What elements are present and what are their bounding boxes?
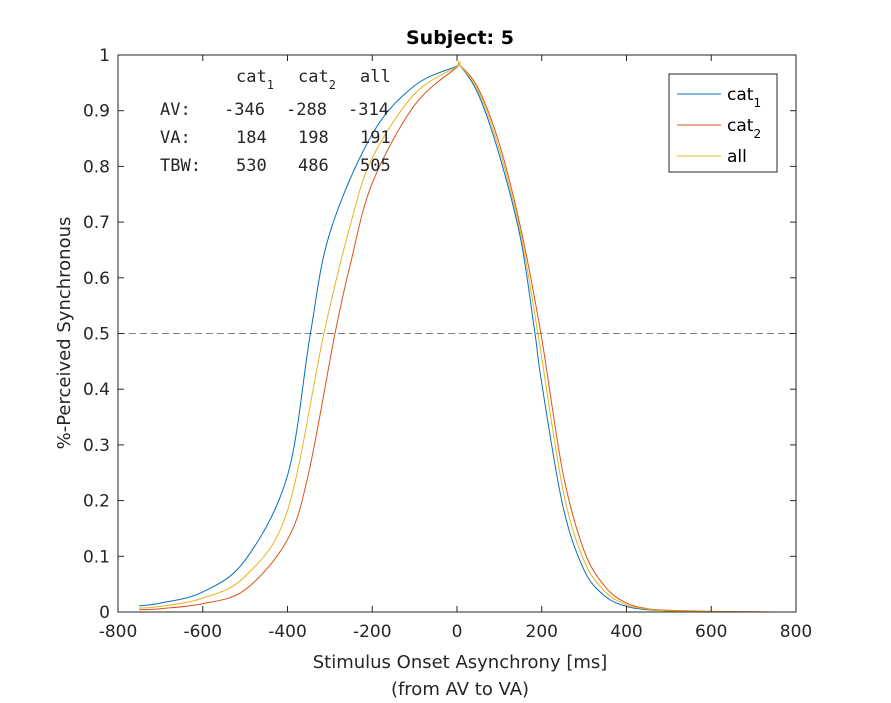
- legend-label-all: all: [727, 147, 747, 167]
- annotation-value: -314: [348, 100, 389, 120]
- y-tick-label: 0: [99, 603, 110, 623]
- annotation-header-cat1: cat1: [236, 67, 274, 92]
- x-tick-label: 400: [610, 622, 642, 642]
- annotation-row-label: VA:: [160, 128, 191, 148]
- y-tick-label: 0.6: [83, 269, 110, 289]
- annotation-value: 191: [360, 128, 391, 148]
- annotation-row-label: AV:: [160, 100, 191, 120]
- legend-label-cat2: cat2: [727, 116, 761, 141]
- legend-box: [668, 73, 778, 173]
- annotation-value: 184: [236, 128, 267, 148]
- y-tick-label: 0.3: [83, 436, 110, 456]
- annotation-value: 486: [298, 156, 329, 176]
- y-tick-label: 1: [99, 46, 110, 66]
- legend-label-cat1: cat1: [727, 85, 761, 110]
- annotation-row-label: TBW:: [160, 156, 201, 176]
- series-line-all: [139, 61, 775, 613]
- y-tick-label: 0.9: [83, 102, 110, 122]
- y-tick-label: 0.4: [83, 380, 110, 400]
- y-tick-label: 0.1: [83, 547, 110, 567]
- annotation-value: 198: [298, 128, 329, 148]
- x-tick-label: -600: [183, 622, 222, 642]
- annotation-value: 530: [236, 156, 267, 176]
- y-tick-label: 0.5: [83, 325, 110, 345]
- annotation-value: -288: [286, 100, 327, 120]
- chart-title: Subject: 5: [406, 27, 514, 49]
- annotation-table: cat1 cat2 all AV: -346 -288 -314 VA: 184 198 191 TB…: [160, 67, 391, 176]
- axis-layer: -800 -600 -400 -200 0 200 400 600 800 0 0.1 0.2 0.3 0…: [83, 46, 812, 642]
- legend: cat1 cat2 all: [668, 73, 778, 173]
- y-tick-label: 0.7: [83, 213, 110, 233]
- x-tick-label: 600: [695, 622, 727, 642]
- annotation-value: -346: [224, 100, 265, 120]
- y-tick-label: 0.8: [83, 157, 110, 177]
- x-tick-label: -200: [353, 622, 392, 642]
- y-axis-label: %-Perceived Synchronous: [54, 217, 75, 450]
- annotation-header-cat2: cat2: [298, 67, 336, 92]
- x-axis-label: Stimulus Onset Asynchrony [ms]: [313, 652, 608, 673]
- x-axis-label-secondary: (from AV to VA): [391, 679, 529, 700]
- y-tick-label: 0.2: [83, 492, 110, 512]
- series-layer: [139, 61, 775, 613]
- x-tick-label: 0: [452, 622, 463, 642]
- x-tick-label: -800: [99, 622, 138, 642]
- x-tick-label: -400: [268, 622, 307, 642]
- annotation-header-all: all: [360, 67, 391, 87]
- series-line-cat1: [139, 61, 775, 613]
- annotation-value: 505: [360, 156, 391, 176]
- x-tick-label: 200: [526, 622, 558, 642]
- series-line-cat2: [139, 61, 775, 613]
- x-tick-label: 800: [780, 622, 812, 642]
